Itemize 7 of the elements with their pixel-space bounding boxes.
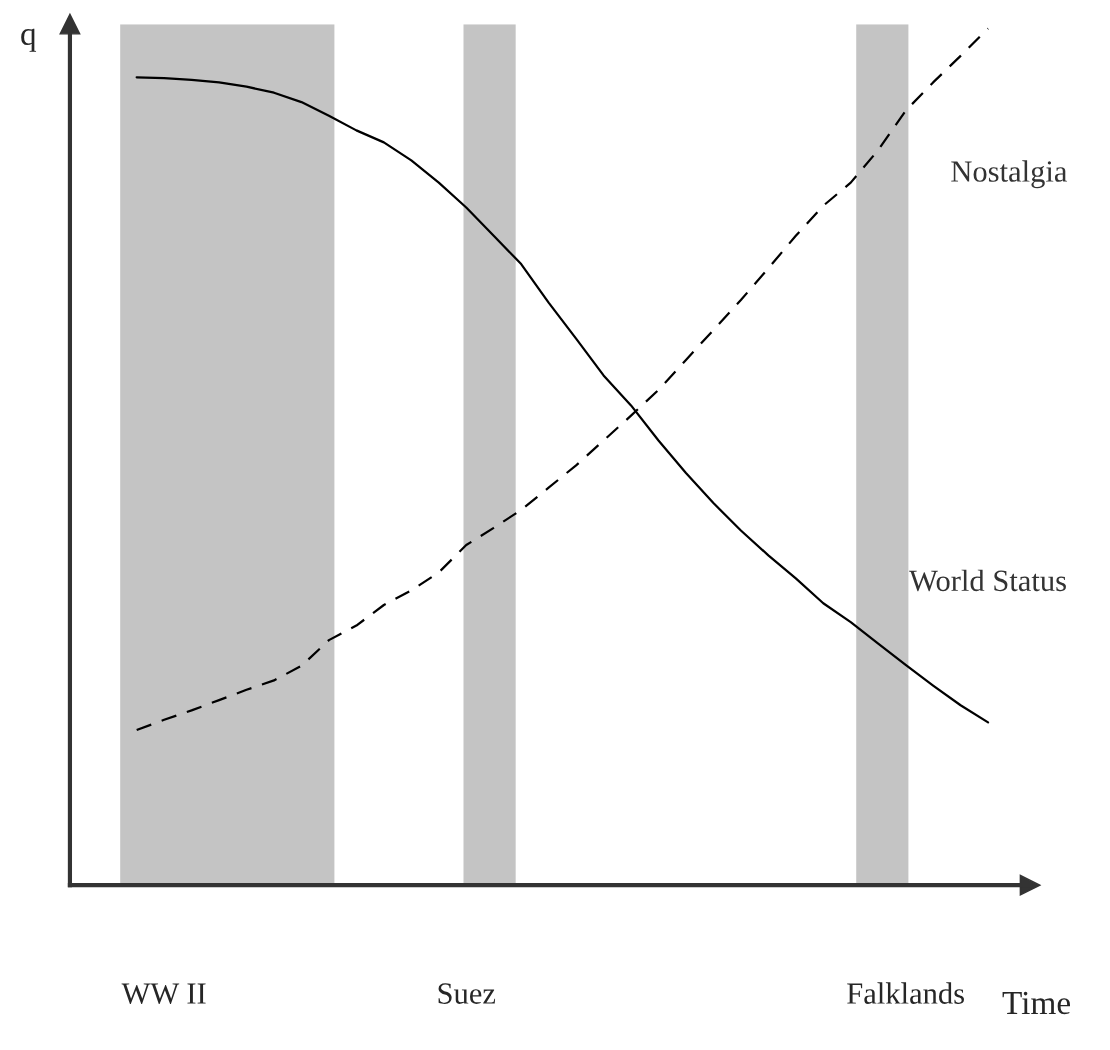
text: Nostalgia (951, 160, 1068, 189)
x-tick-label: Falklands (847, 982, 964, 1004)
y-axis-title: q (21, 28, 37, 52)
series-label: World Status (909, 569, 1066, 592)
x-tick-label: Suez (438, 983, 496, 1004)
x-tick-label: WW II (121, 983, 206, 1005)
x-axis-title: Time (1002, 991, 1070, 1015)
